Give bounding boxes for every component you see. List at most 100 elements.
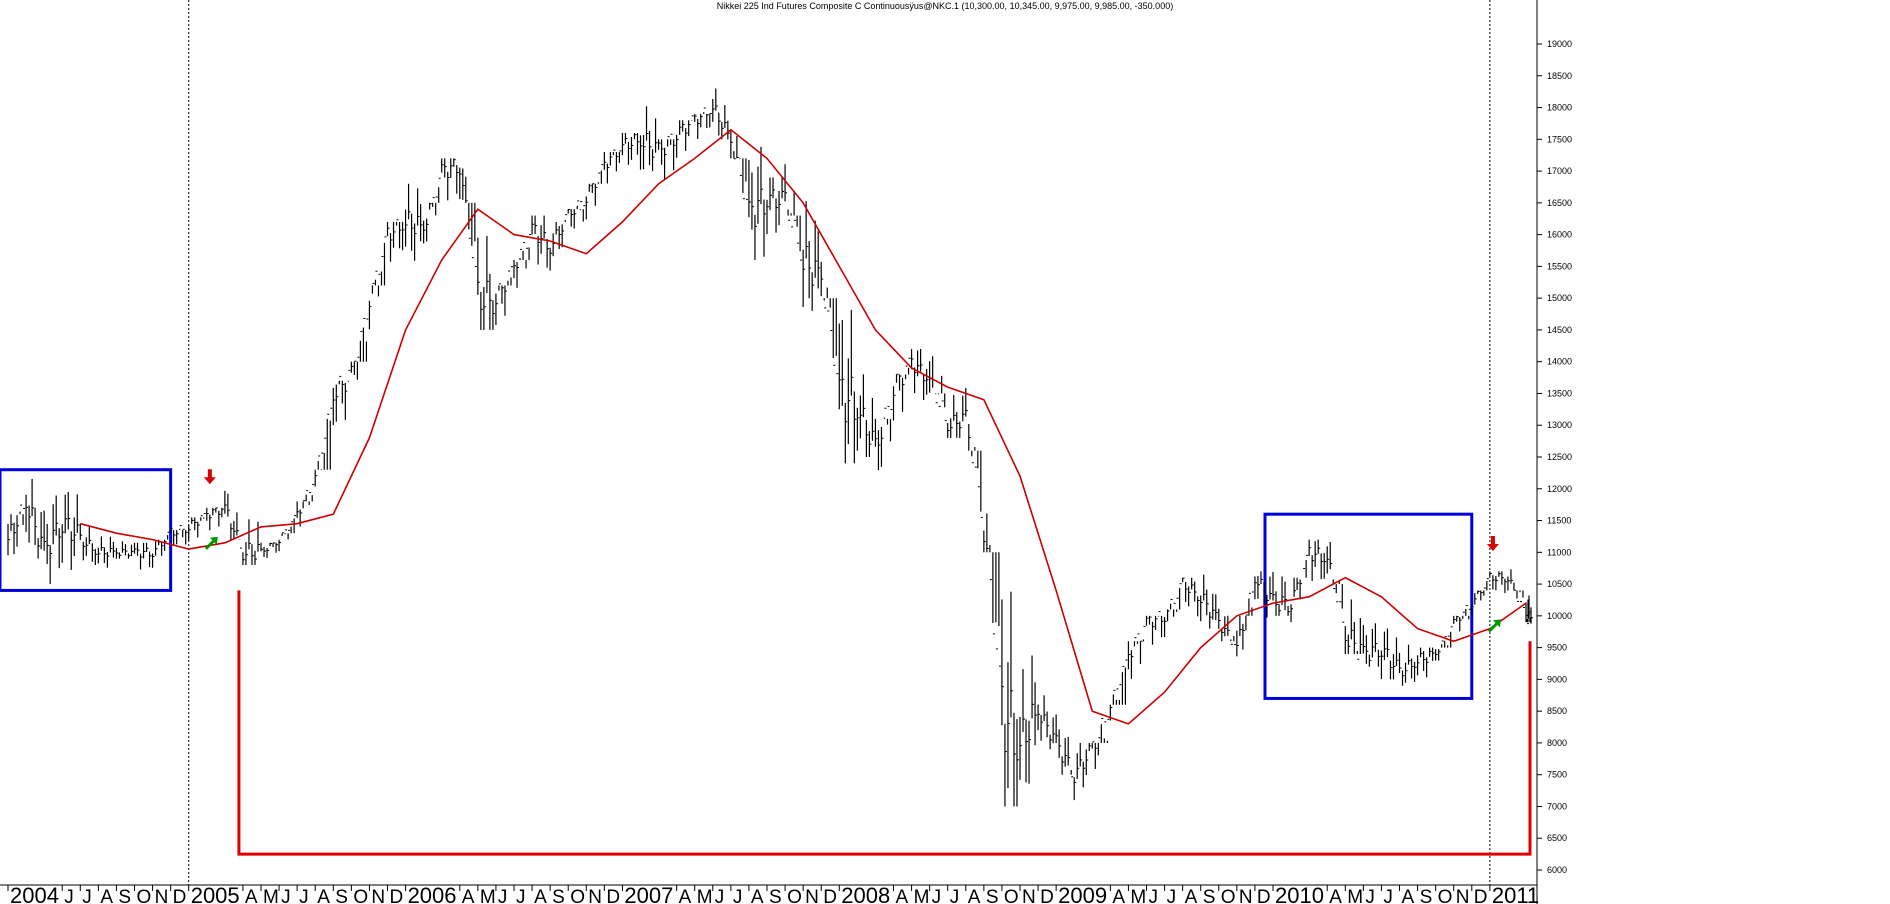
x-month-label: J [299, 887, 309, 904]
red-down-arrow-icon [203, 469, 216, 485]
x-month-label: O [1004, 887, 1019, 904]
x-month-label: O [137, 887, 152, 904]
chart-title: Nikkei 225 Ind Futures Composite C Conti… [717, 1, 1173, 11]
x-month-label: A [534, 887, 547, 904]
x-year-label: 2004 [10, 883, 59, 904]
y-tick-label: 6000 [1547, 865, 1567, 875]
x-month-label: N [155, 887, 169, 904]
x-month-label: S [1203, 887, 1216, 904]
y-tick-label: 15500 [1547, 261, 1572, 271]
x-month-label: S [118, 887, 131, 904]
x-month-label: N [1239, 887, 1253, 904]
y-tick-label: 16500 [1547, 198, 1572, 208]
green-up-arrow-icon [209, 536, 218, 545]
y-tick-label: 14500 [1547, 325, 1572, 335]
x-month-label: J [950, 887, 960, 904]
y-tick-label: 8500 [1547, 706, 1567, 716]
x-year-label: 2009 [1058, 883, 1107, 904]
x-month-label: J [1365, 887, 1375, 904]
y-tick-label: 16000 [1547, 230, 1572, 240]
x-year-label: 2006 [408, 883, 457, 904]
y-tick-label: 6500 [1547, 833, 1567, 843]
x-month-label: M [1130, 887, 1146, 904]
x-month-label: O [353, 887, 368, 904]
y-tick-label: 13000 [1547, 420, 1572, 430]
x-month-label: D [823, 887, 837, 904]
x-month-label: S [552, 887, 565, 904]
x-month-label: J [715, 887, 725, 904]
x-month-label: M [697, 887, 713, 904]
y-tick-label: 12000 [1547, 484, 1572, 494]
x-month-label: N [371, 887, 385, 904]
x-month-label: J [281, 887, 291, 904]
x-month-label: O [787, 887, 802, 904]
y-tick-label: 10500 [1547, 579, 1572, 589]
x-month-label: N [805, 887, 819, 904]
x-month-label: O [1221, 887, 1236, 904]
x-month-label: J [1149, 887, 1159, 904]
x-month-label: J [1383, 887, 1393, 904]
x-month-label: A [100, 887, 113, 904]
x-month-label: D [606, 887, 620, 904]
y-tick-label: 8000 [1547, 738, 1567, 748]
y-tick-label: 11500 [1547, 516, 1571, 526]
y-tick-label: 18500 [1547, 71, 1572, 81]
x-month-label: D [1040, 887, 1054, 904]
x-month-label: J [64, 887, 74, 904]
x-month-label: O [570, 887, 585, 904]
x-month-label: A [751, 887, 764, 904]
x-year-label: 2005 [191, 883, 240, 904]
y-axis: 6000 6500 7000 7500 8000 8500 9000 9500 10000 105… [1536, 0, 1572, 904]
x-month-label: A [968, 887, 981, 904]
x-axis: 2004 J J A S O N D 2005 A M J J A S O N D 2006 A M J J A S O N D 200… [0, 883, 1539, 904]
x-month-label: J [932, 887, 942, 904]
y-tick-label: 11000 [1547, 547, 1571, 557]
x-month-label: D [390, 887, 404, 904]
x-month-label: J [1167, 887, 1177, 904]
x-month-label: J [82, 887, 92, 904]
x-month-label: A [896, 887, 909, 904]
x-month-label: S [335, 887, 348, 904]
green-arrow-shaft [204, 539, 215, 550]
y-tick-label: 10000 [1547, 611, 1572, 621]
x-month-label: A [1112, 887, 1125, 904]
x-month-label: D [1257, 887, 1271, 904]
x-month-label: A [317, 887, 330, 904]
x-month-label: N [1456, 887, 1470, 904]
y-tick-label: 14000 [1547, 357, 1572, 367]
y-tick-label: 17000 [1547, 166, 1572, 176]
y-tick-label: 18000 [1547, 103, 1572, 113]
x-month-label: A [462, 887, 475, 904]
x-month-label: S [769, 887, 782, 904]
x-month-label: A [1402, 887, 1415, 904]
green-arrow-shaft [1487, 622, 1498, 633]
x-month-label: S [986, 887, 999, 904]
x-month-label: M [1347, 887, 1363, 904]
y-tick-label: 7000 [1547, 801, 1567, 811]
x-month-label: O [1438, 887, 1453, 904]
y-tick-label: 9000 [1547, 674, 1567, 684]
range-bracket [237, 590, 1532, 856]
price-bars [7, 88, 1533, 807]
x-month-label: A [1329, 887, 1342, 904]
green-up-arrow-icon [1492, 619, 1501, 628]
x-month-label: J [498, 887, 508, 904]
x-month-label: J [733, 887, 743, 904]
x-year-label: 2010 [1275, 883, 1324, 904]
x-year-label: 2008 [841, 883, 890, 904]
x-month-label: J [516, 887, 526, 904]
x-month-label: A [679, 887, 692, 904]
x-month-label: M [480, 887, 496, 904]
red-down-arrow-icon [1486, 535, 1499, 551]
y-tick-label: 7500 [1547, 770, 1567, 780]
y-tick-label: 12500 [1547, 452, 1572, 462]
x-month-label: A [1185, 887, 1198, 904]
y-tick-label: 15000 [1547, 293, 1572, 303]
x-month-label: N [1022, 887, 1036, 904]
x-month-label: D [1474, 887, 1488, 904]
y-tick-label: 17500 [1547, 134, 1572, 144]
y-tick-label: 19000 [1547, 39, 1572, 49]
y-tick-label: 9500 [1547, 643, 1567, 653]
x-month-label: A [245, 887, 258, 904]
